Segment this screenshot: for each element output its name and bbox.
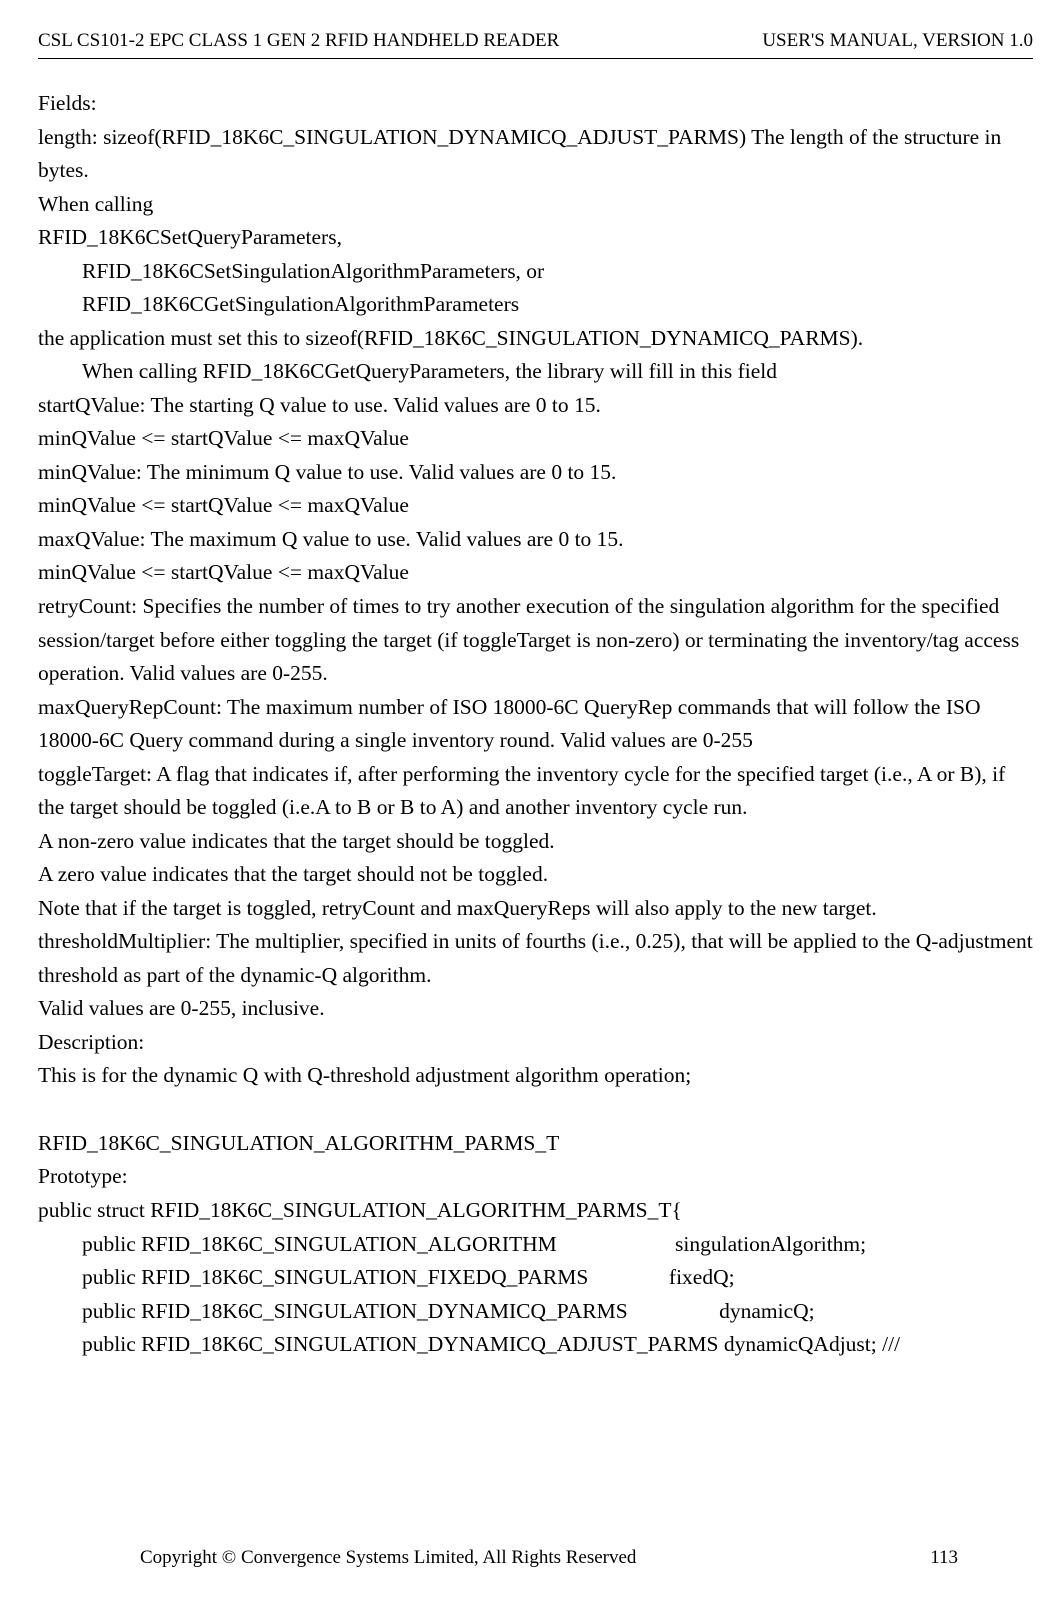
rfid-get-singulation: RFID_18K6CGetSingulationAlgorithmParamet…	[38, 288, 1033, 322]
when-calling-get: When calling RFID_18K6CGetQueryParameter…	[38, 355, 1033, 389]
struct-member-4: public RFID_18K6C_SINGULATION_DYNAMICQ_A…	[38, 1328, 1033, 1362]
max-query-rep: maxQueryRepCount: The maximum number of …	[38, 691, 1033, 758]
prototype-label: Prototype:	[38, 1160, 1033, 1194]
description-text: This is for the dynamic Q with Q-thresho…	[38, 1059, 1033, 1093]
maxq-value: maxQValue: The maximum Q value to use. V…	[38, 523, 1033, 557]
page-number: 113	[930, 1547, 958, 1569]
struct-declaration: public struct RFID_18K6C_SINGULATION_ALG…	[38, 1194, 1033, 1228]
copyright-text: Copyright © Convergence Systems Limited,…	[140, 1547, 636, 1569]
toggle-nonzero: A non-zero value indicates that the targ…	[38, 825, 1033, 859]
startq-range: minQValue <= startQValue <= maxQValue	[38, 422, 1033, 456]
startq-value: startQValue: The starting Q value to use…	[38, 389, 1033, 423]
toggle-zero: A zero value indicates that the target s…	[38, 858, 1033, 892]
document-page: CSL CS101-2 EPC CLASS 1 GEN 2 RFID HANDH…	[0, 0, 1053, 1599]
struct-member-2: public RFID_18K6C_SINGULATION_FIXEDQ_PAR…	[38, 1261, 1033, 1295]
page-content: Fields: length: sizeof(RFID_18K6C_SINGUL…	[38, 87, 1033, 1362]
footer-inner: Copyright © Convergence Systems Limited,…	[0, 1547, 1053, 1569]
retry-count: retryCount: Specifies the number of time…	[38, 590, 1033, 691]
header-left: CSL CS101-2 EPC CLASS 1 GEN 2 RFID HANDH…	[38, 30, 559, 52]
description-label: Description:	[38, 1026, 1033, 1060]
page-footer: Copyright © Convergence Systems Limited,…	[0, 1547, 1053, 1569]
struct-member-1: public RFID_18K6C_SINGULATION_ALGORITHM …	[38, 1228, 1033, 1262]
toggle-target: toggleTarget: A flag that indicates if, …	[38, 758, 1033, 825]
rfid-set-query: RFID_18K6CSetQueryParameters,	[38, 221, 1033, 255]
when-calling-label: When calling	[38, 188, 1033, 222]
threshold-valid: Valid values are 0-255, inclusive.	[38, 992, 1033, 1026]
page-header: CSL CS101-2 EPC CLASS 1 GEN 2 RFID HANDH…	[38, 30, 1033, 59]
minq-range: minQValue <= startQValue <= maxQValue	[38, 489, 1033, 523]
header-right: USER'S MANUAL, VERSION 1.0	[762, 30, 1033, 52]
fields-label: Fields:	[38, 87, 1033, 121]
minq-value: minQValue: The minimum Q value to use. V…	[38, 456, 1033, 490]
length-description: length: sizeof(RFID_18K6C_SINGULATION_DY…	[38, 121, 1033, 188]
maxq-range: minQValue <= startQValue <= maxQValue	[38, 556, 1033, 590]
threshold-multiplier: thresholdMultiplier: The multiplier, spe…	[38, 925, 1033, 992]
blank-line	[38, 1093, 1033, 1127]
struct-member-3: public RFID_18K6C_SINGULATION_DYNAMICQ_P…	[38, 1295, 1033, 1329]
rfid-set-singulation: RFID_18K6CSetSingulationAlgorithmParamet…	[38, 255, 1033, 289]
app-must-set: the application must set this to sizeof(…	[38, 322, 1033, 356]
struct-name: RFID_18K6C_SINGULATION_ALGORITHM_PARMS_T	[38, 1127, 1033, 1161]
toggle-note: Note that if the target is toggled, retr…	[38, 892, 1033, 926]
